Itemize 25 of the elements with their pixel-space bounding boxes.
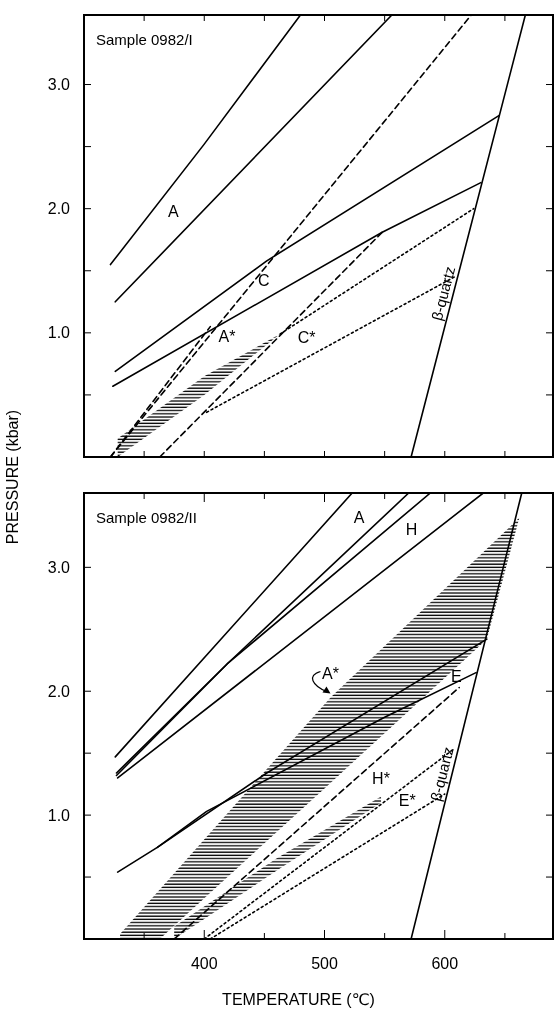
y-tick-label: 1.0: [47, 324, 71, 342]
series-label: A: [168, 202, 180, 220]
text: Sample 0982/II: [96, 509, 197, 526]
series-label: H*: [372, 770, 390, 788]
x-tick-label: 500: [311, 955, 338, 972]
y-tick-label: 2.0: [47, 682, 71, 700]
series-label: E*: [398, 791, 416, 809]
x-axis-title: TEMPERATURE (℃): [222, 991, 375, 1008]
legend-label: A*: [322, 665, 339, 683]
y-tick-label: 2.0: [47, 200, 71, 218]
series-label: C*: [297, 328, 316, 346]
text: Sample 0982/I: [96, 31, 193, 48]
x-tick-label: 600: [431, 955, 459, 972]
series-label: E: [451, 667, 462, 685]
y-axis-title: PRESSURE (kbar): [4, 409, 21, 545]
x-tick-label: 400: [190, 955, 218, 972]
y-tick-label: 1.0: [47, 806, 71, 824]
y-tick-label: 3.0: [47, 76, 71, 94]
text: β-quartz: [427, 264, 459, 323]
series-label: C: [257, 271, 270, 289]
series-label: A*: [218, 327, 236, 345]
series-label: H: [405, 521, 418, 539]
y-tick-label: 3.0: [47, 558, 71, 576]
text: β-quartz: [426, 745, 457, 803]
series-label: A: [353, 508, 365, 526]
